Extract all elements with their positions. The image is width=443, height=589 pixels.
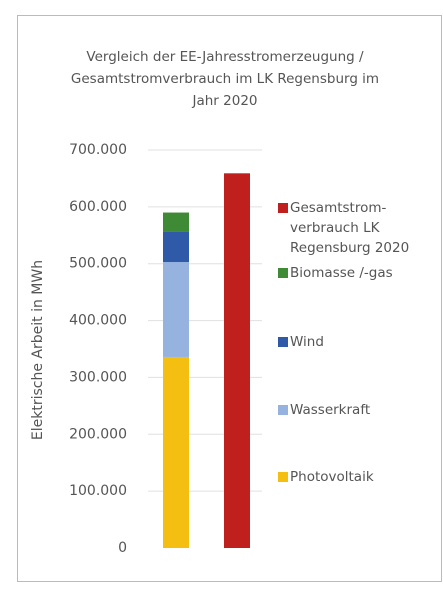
- legend-label: Gesamtstrom-verbrauch LK Regensburg 2020: [290, 200, 410, 256]
- legend-swatch: [278, 337, 288, 347]
- y-tick-label: 600.000: [69, 199, 127, 215]
- bar-segment: [163, 231, 189, 263]
- legend-label: Wasserkraft: [290, 402, 371, 418]
- bar-segment: [163, 212, 189, 232]
- bar-segment: [163, 262, 189, 357]
- frame: [17, 15, 442, 582]
- bar-segment: [163, 356, 189, 548]
- legend-label: Photovoltaik: [290, 469, 374, 485]
- legend-item: Biomasse /-gas: [278, 263, 418, 283]
- chart-title: Vergleich der EE-Jahresstromerzeugung / …: [70, 49, 380, 109]
- y-tick-label: 300.000: [69, 369, 127, 385]
- bar-segment: [224, 173, 250, 548]
- legend-swatch: [278, 405, 288, 415]
- legend-item: Photovoltaik: [278, 467, 418, 487]
- y-tick-label: 400.000: [69, 313, 127, 329]
- legend-item: Wasserkraft: [278, 400, 418, 420]
- legend-item: Gesamtstrom-verbrauch LK Regensburg 2020: [278, 198, 418, 258]
- y-axis-label: Elektrische Arbeit in MWh: [30, 260, 46, 440]
- legend-swatch: [278, 203, 288, 213]
- y-tick-label: 700.000: [69, 142, 127, 158]
- y-tick-label: 500.000: [69, 256, 127, 272]
- legend-item: Wind: [278, 332, 418, 352]
- legend-label: Wind: [290, 334, 324, 350]
- y-tick-label: 0: [118, 540, 127, 556]
- legend-label: Biomasse /-gas: [290, 265, 393, 281]
- y-tick-label: 100.000: [69, 483, 127, 499]
- y-tick-label: 200.000: [69, 426, 127, 442]
- legend-swatch: [278, 268, 288, 278]
- legend-swatch: [278, 472, 288, 482]
